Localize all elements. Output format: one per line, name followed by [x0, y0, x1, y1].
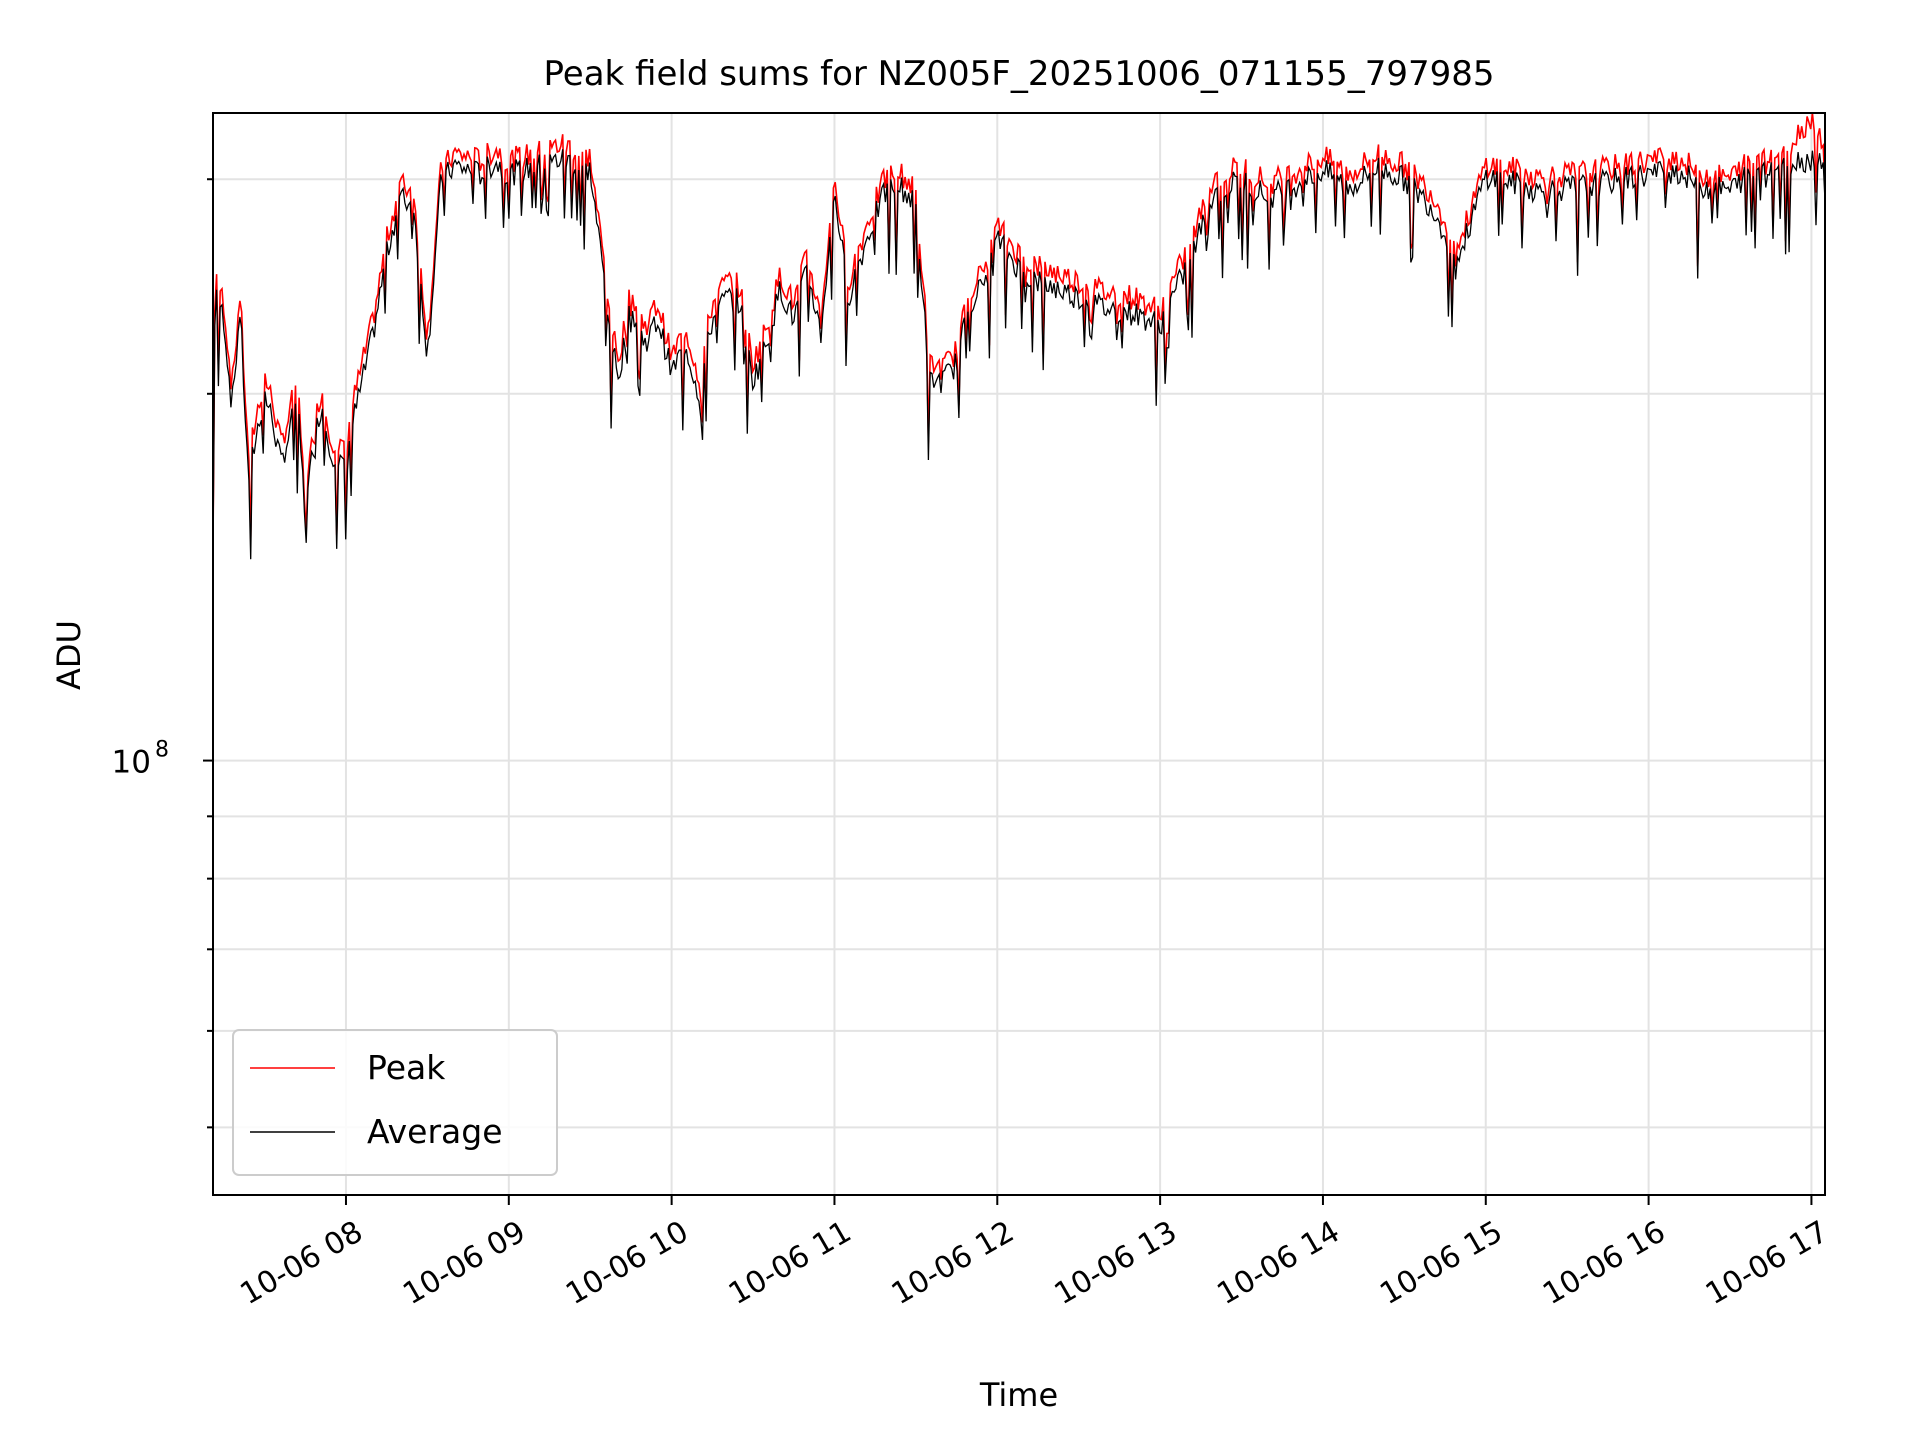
legend-label-peak: Peak — [367, 1048, 446, 1087]
y-axis-ticks: 10 8 — [112, 178, 213, 1129]
series-line-average — [212, 149, 1826, 560]
y-axis-label: ADU — [50, 620, 88, 690]
legend-box — [232, 1029, 558, 1176]
y-tick-label-exponent: 8 — [155, 738, 169, 763]
legend-label-average: Average — [367, 1112, 503, 1151]
x-axis-label: Time — [979, 1376, 1058, 1414]
plot-series-group — [212, 112, 1826, 560]
plot-frame — [212, 112, 1826, 1196]
y-tick-label: 10 — [112, 745, 151, 781]
legend: Peak Average — [232, 1029, 558, 1176]
chart-title: Peak field sums for NZ005F_20251006_0711… — [544, 54, 1495, 94]
